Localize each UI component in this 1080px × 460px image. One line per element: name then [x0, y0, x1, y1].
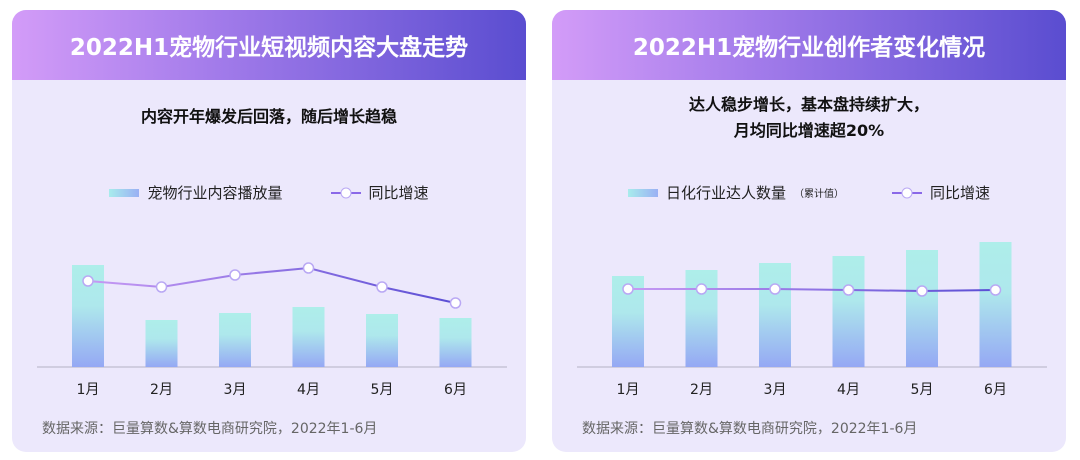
panel-subtitle-line1: 达人稳步增长，基本盘持续扩大， [688, 95, 929, 114]
bar [832, 256, 865, 367]
legend-bar-swatch [627, 188, 658, 197]
x-tick-label: 4月 [837, 382, 860, 398]
legend-line-label: 同比增速 [930, 184, 991, 202]
source-note: 数据来源：巨量算数&算数电商研究院，2022年1-6月 [42, 421, 378, 437]
chart-right: 1月 2月 3月 4月 5月 6月 [577, 242, 1047, 398]
legend-line-swatch [330, 187, 361, 198]
line-point [989, 284, 1002, 296]
bar [906, 250, 938, 367]
right-panel: 2022H1宠物行业创作者变化情况 达人稳步增长，基本盘持续扩大， 月均同比增速… [552, 10, 1066, 452]
left-panel: 2022H1宠物行业短视频内容大盘走势 内容开年爆发后回落，随后增长趋稳 宠物行… [12, 10, 526, 452]
line-series [628, 288, 996, 293]
bar [292, 307, 325, 367]
line-point [842, 284, 855, 296]
x-tick-label: 5月 [371, 382, 394, 398]
bar [145, 320, 178, 367]
x-tick-label: 5月 [911, 382, 934, 398]
bar [979, 242, 1012, 367]
legend: 日化行业达人数量 （累计值） 同比增速 [552, 182, 1066, 203]
line-point [916, 285, 928, 297]
legend: 宠物行业内容播放量 同比增速 [12, 182, 526, 203]
legend-line-swatch [892, 187, 922, 198]
line-point [376, 281, 388, 293]
x-tick-label: 1月 [617, 382, 640, 398]
line-point [82, 275, 94, 287]
legend-bar-label: 宠物行业内容播放量 [147, 184, 283, 202]
panel-subtitle-line2: 月均同比增速超20% [733, 121, 885, 140]
bar [366, 314, 398, 367]
panel-title: 2022H1宠物行业创作者变化情况 [552, 10, 1066, 80]
legend-bar-swatch [109, 188, 140, 197]
line-point [769, 283, 781, 295]
line-point [695, 283, 708, 295]
x-tick-label: 6月 [984, 382, 1007, 398]
x-tick-label: 3月 [224, 382, 247, 398]
line-point [302, 262, 315, 274]
x-tick-label: 2月 [690, 382, 713, 398]
line-point [449, 297, 462, 309]
x-tick-label: 4月 [297, 382, 320, 398]
x-tick-label: 3月 [764, 382, 787, 398]
bar [439, 318, 472, 367]
panel-title: 2022H1宠物行业短视频内容大盘走势 [12, 10, 526, 80]
chart-left: 1月 2月 3月 4月 5月 6月 [37, 262, 507, 398]
source-note: 数据来源：巨量算数&算数电商研究院，2022年1-6月 [582, 421, 918, 437]
legend-line-label: 同比增速 [368, 184, 429, 202]
line-point [229, 269, 241, 281]
line-point [622, 283, 634, 295]
line-point [155, 281, 168, 293]
line-series [87, 266, 456, 304]
x-tick-label: 2月 [150, 382, 173, 398]
bar [759, 263, 791, 367]
x-tick-label: 1月 [77, 382, 100, 398]
x-tick-label: 6月 [444, 382, 467, 398]
legend-bar-label: 日化行业达人数量 [665, 184, 786, 202]
bar [219, 313, 251, 367]
legend-bar-note: （累计值） [794, 189, 844, 200]
panel-subtitle: 内容开年爆发后回落，随后增长趋稳 [140, 107, 397, 126]
